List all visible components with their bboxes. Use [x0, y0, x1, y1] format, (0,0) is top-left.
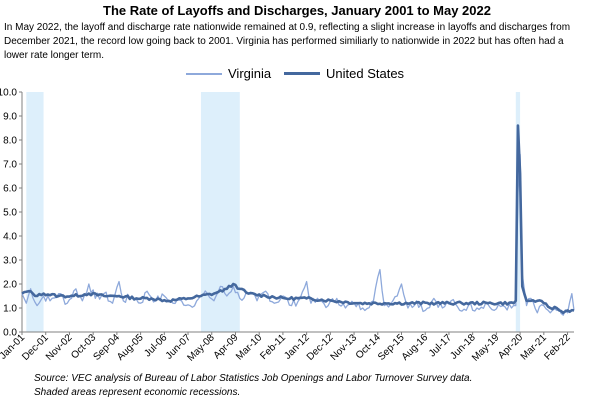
x-tick-label: Nov-02	[44, 332, 75, 363]
legend-item-virginia: Virginia	[186, 66, 271, 81]
legend-swatch-united-states	[284, 72, 320, 75]
x-tick-label: Feb-22	[542, 332, 572, 362]
legend-swatch-virginia	[186, 72, 222, 75]
x-tick-label: Aug-05	[115, 332, 146, 363]
chart-subtitle: In May 2022, the layoff and discharge ra…	[4, 22, 571, 61]
y-tick-label: 0.0	[3, 328, 17, 339]
y-tick-label: 3.0	[3, 256, 17, 267]
x-tick-label: May-08	[186, 332, 218, 364]
recession-band-1	[26, 92, 44, 332]
y-tick-label: 6.0	[3, 184, 17, 195]
y-tick-label: 4.0	[3, 232, 17, 243]
y-tick-label: 8.0	[3, 136, 17, 147]
y-tick-label: 2.0	[3, 280, 17, 291]
x-tick-label: Mar-10	[234, 332, 264, 362]
y-tick-label: 1.0	[3, 304, 17, 315]
chart-title: The Rate of Layoffs and Discharges, Janu…	[103, 3, 491, 18]
y-tick-label: 5.0	[3, 208, 17, 219]
x-tick-label: Aug-16	[400, 332, 431, 363]
legend-label-virginia: Virginia	[228, 66, 272, 81]
legend-item-united-states: United States	[284, 66, 404, 81]
y-tick-label: 9.0	[3, 112, 17, 123]
source-line-1: Source: VEC analysis of Bureau of Labor …	[34, 373, 473, 384]
y-tick-label: 7.0	[3, 160, 17, 171]
x-tick-label: Nov-13	[329, 332, 360, 363]
source-line-2: Shaded areas represent economic recessio…	[34, 387, 241, 398]
y-tick-label: 10.0	[0, 88, 17, 99]
legend-label-united-states: United States	[326, 66, 405, 81]
legend: Virginia United States	[0, 66, 594, 84]
chart-source: Source: VEC analysis of Bureau of Labor …	[34, 372, 590, 400]
series-line-virginia	[21, 153, 575, 316]
x-tick-label: Feb-11	[258, 332, 288, 362]
x-tick-label: May-19	[470, 332, 502, 364]
series-line-united-states	[21, 124, 575, 315]
recession-band-2	[200, 92, 240, 332]
